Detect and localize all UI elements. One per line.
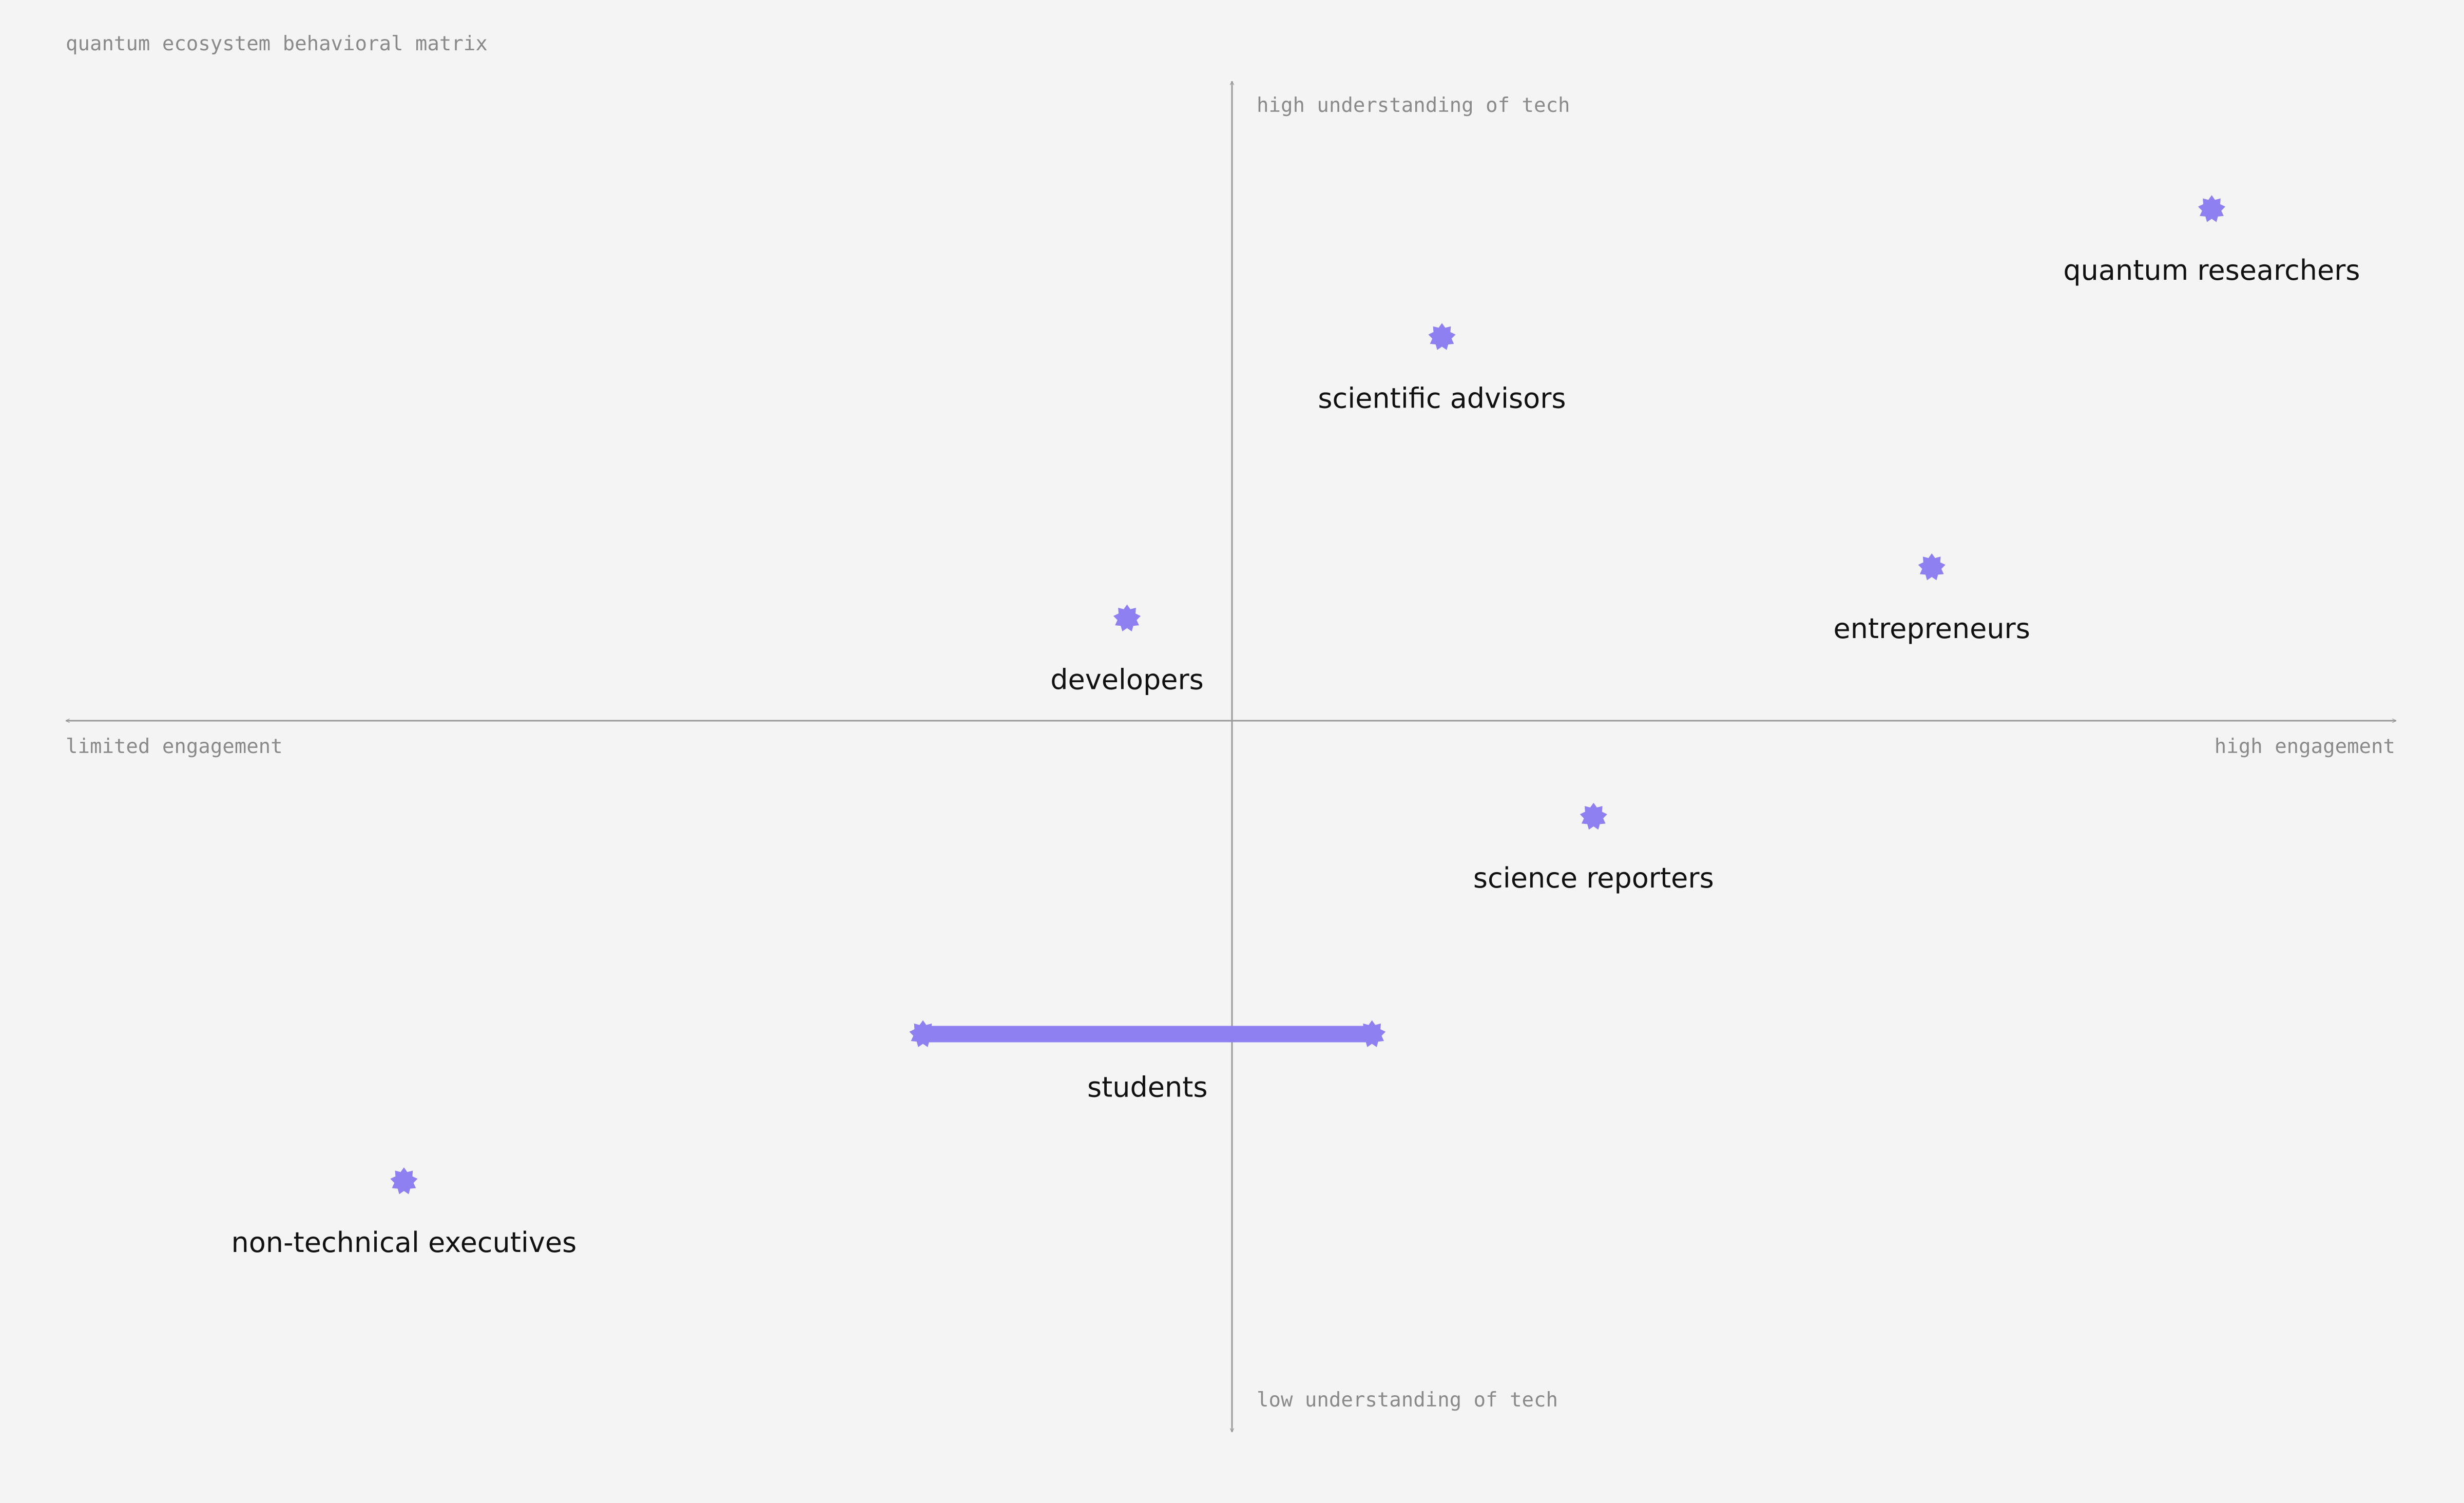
data-point-label: entrepreneurs [1834,612,2030,645]
data-point-marker [390,1167,418,1194]
axis-label-high-understanding: high understanding of tech [1257,94,1570,117]
data-point-label: developers [1050,664,1204,696]
matrix-title: quantum ecosystem behavioral matrix [66,32,488,55]
axis-label-low-understanding: low understanding of tech [1257,1389,1558,1412]
data-point-marker [1113,604,1141,632]
data-point-label: non-technical executives [232,1226,577,1259]
data-point-label: scientific advisors [1318,382,1566,414]
data-point-marker [1580,802,1607,830]
data-point-label: quantum researchers [2063,254,2360,286]
plot-layer: quantum researchers scientific advisors en… [232,195,2360,1259]
range-end-marker [1358,1020,1386,1047]
range-label: students [1087,1071,1208,1104]
data-point-marker [2198,195,2226,222]
data-point-marker [1918,553,1946,581]
data-point-label: science reporters [1473,862,1714,894]
data-point-marker [1428,323,1456,350]
axis-label-high-engagement: high engagement [2215,735,2395,758]
axis-label-limited-engagement: limited engagement [66,735,283,758]
range-start-marker [909,1020,937,1047]
